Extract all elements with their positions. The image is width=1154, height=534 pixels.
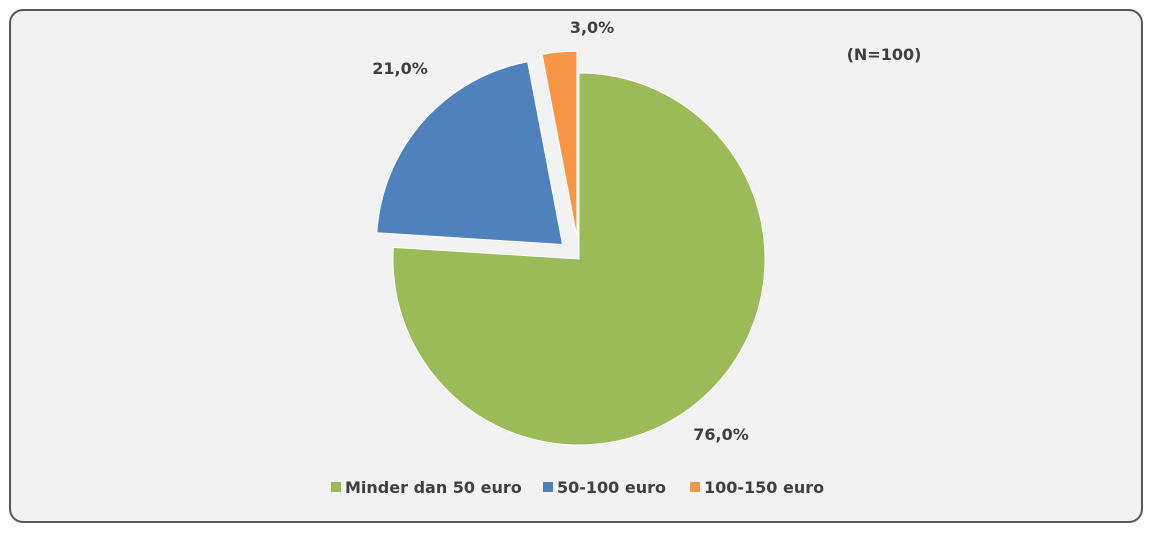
pie-slices — [376, 50, 766, 446]
pie-slice-3 — [541, 50, 578, 238]
data-label-3: 3,0% — [570, 18, 614, 37]
legend-label-1: Minder dan 50 euro — [345, 478, 522, 497]
pie-slice-1 — [392, 72, 766, 446]
legend-swatch-1 — [331, 482, 341, 492]
legend: Minder dan 50 euro 50-100 euro 100-150 eur… — [331, 478, 824, 497]
legend-swatch-2 — [543, 482, 553, 492]
legend-label-2: 50-100 euro — [557, 478, 666, 497]
data-label-1: 76,0% — [693, 425, 749, 444]
pie-slice-2 — [376, 61, 564, 245]
sample-size-annotation: (N=100) — [847, 45, 922, 64]
legend-swatch-3 — [690, 482, 700, 492]
data-label-2: 21,0% — [372, 59, 428, 78]
pie-data-labels: 76,0% 21,0% 3,0% — [372, 18, 749, 444]
legend-label-3: 100-150 euro — [704, 478, 824, 497]
